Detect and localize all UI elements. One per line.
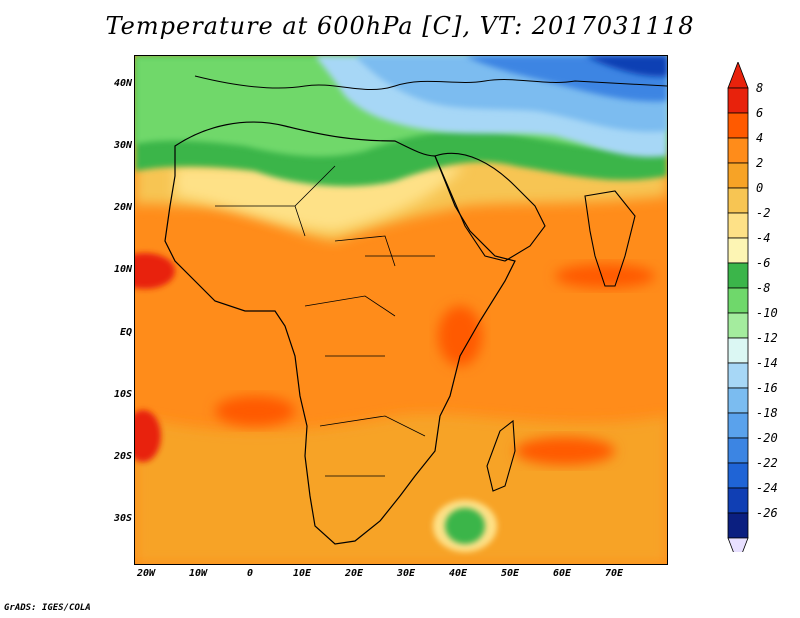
colorbar-label: 6 <box>756 106 764 120</box>
lon-label-10e: 10E <box>292 568 312 579</box>
southern-band <box>135 413 667 564</box>
credit-text: GrADS: IGES/COLA <box>4 603 91 613</box>
colorbar-swatch <box>727 187 749 214</box>
europe-coast <box>194 75 667 90</box>
colorbar-swatch <box>727 337 749 364</box>
colorbar-swatch <box>727 137 749 164</box>
lon-label-20e: 20E <box>344 568 364 579</box>
colorbar-swatch <box>727 162 749 189</box>
colorbar-bottom-arrow <box>727 537 749 552</box>
colorbar-label: 0 <box>756 181 764 195</box>
colorbar-label: -6 <box>756 256 771 270</box>
colorbar-label: -16 <box>756 381 778 395</box>
country-borders <box>215 165 435 477</box>
lat-label-40n: 40N <box>113 78 132 89</box>
colorbar-label: -24 <box>756 481 778 495</box>
colorbar-swatch <box>727 212 749 239</box>
colorbar-swatch <box>727 262 749 289</box>
colorbar-swatch <box>727 387 749 414</box>
colorbar-swatch <box>727 437 749 464</box>
warm-patch <box>135 253 175 289</box>
lon-label-20w: 20W <box>136 568 156 579</box>
lon-label-10w: 10W <box>188 568 208 579</box>
madagascar-outline <box>486 419 516 492</box>
colorbar-swatch <box>727 237 749 264</box>
warm-patch <box>555 264 655 288</box>
colorbar-label: 8 <box>756 81 764 95</box>
lat-label-10s: 10S <box>113 389 132 400</box>
colorbar-label: 2 <box>756 156 764 170</box>
cool-spot-core <box>445 508 485 544</box>
lon-label-70e: 70E <box>604 568 624 579</box>
lon-label-60e: 60E <box>552 568 572 579</box>
colorbar-label: -8 <box>756 281 771 295</box>
warm-patch <box>135 410 161 462</box>
colorbar-swatch <box>727 412 749 439</box>
pale-yellow-band <box>175 166 465 231</box>
chart-title: Temperature at 600hPa [C], VT: 201703111… <box>105 12 695 40</box>
lon-label-0: 0 <box>246 568 254 579</box>
arabia-outline <box>434 152 546 262</box>
warm-patch <box>438 306 482 366</box>
lat-label-20s: 20S <box>113 451 132 462</box>
colorbar-swatch <box>727 87 749 114</box>
colorbar-label: -26 <box>756 506 778 520</box>
lat-label-30n: 30N <box>113 140 132 151</box>
lon-label-30e: 30E <box>396 568 416 579</box>
africa-outline <box>164 121 516 545</box>
lat-label-30s: 30S <box>113 513 132 524</box>
warm-patch <box>515 437 615 465</box>
lat-label-20n: 20N <box>113 202 132 213</box>
warm-patch <box>215 396 295 426</box>
lat-label-eq: EQ <box>119 327 132 338</box>
colorbar-swatch <box>727 487 749 514</box>
colorbar-label: -12 <box>756 331 778 345</box>
colorbar <box>727 62 749 552</box>
colorbar-label: -20 <box>756 431 778 445</box>
lon-label-50e: 50E <box>500 568 520 579</box>
colorbar-label: -22 <box>756 456 778 470</box>
colorbar-swatch <box>727 462 749 489</box>
temperature-map[interactable] <box>134 55 668 565</box>
colorbar-label: -18 <box>756 406 778 420</box>
colorbar-label: 4 <box>756 131 764 145</box>
colorbar-label: -14 <box>756 356 778 370</box>
cold-core <box>585 56 667 77</box>
colorbar-swatch <box>727 312 749 339</box>
lon-label-40e: 40E <box>448 568 468 579</box>
colorbar-swatch <box>727 512 749 539</box>
colorbar-swatch <box>727 112 749 139</box>
colorbar-label: -10 <box>756 306 778 320</box>
lat-label-10n: 10N <box>113 264 132 275</box>
colorbar-label: -2 <box>756 206 771 220</box>
colorbar-swatch <box>727 287 749 314</box>
india-outline <box>584 190 636 287</box>
colorbar-top-arrow <box>727 62 749 89</box>
colorbar-label: -4 <box>756 231 771 245</box>
colorbar-swatch <box>727 362 749 389</box>
